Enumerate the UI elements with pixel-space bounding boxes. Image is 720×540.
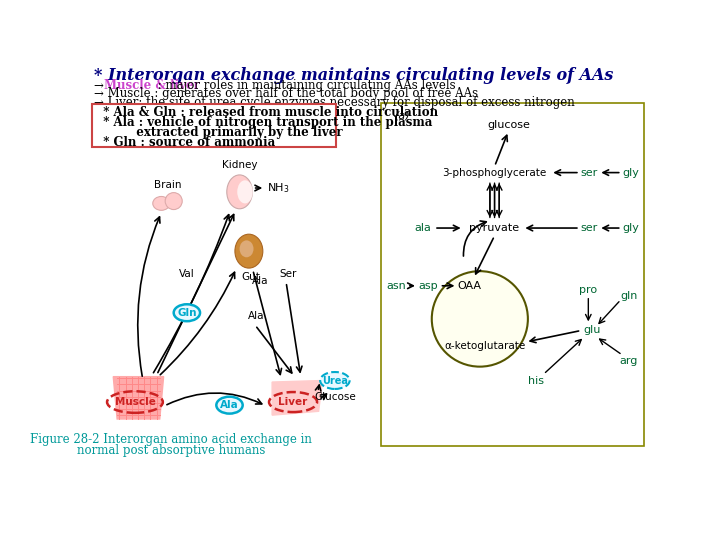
- Text: → Muscle : generates over half of the total body pool of free AAs: → Muscle : generates over half of the to…: [94, 87, 478, 100]
- Text: →: →: [94, 79, 107, 92]
- Text: asn: asn: [386, 281, 406, 291]
- Polygon shape: [113, 377, 163, 419]
- Text: Muscle: Muscle: [114, 397, 156, 407]
- Ellipse shape: [240, 240, 253, 257]
- Text: glucose: glucose: [487, 120, 530, 130]
- Text: Ala: Ala: [248, 311, 265, 321]
- Text: : major roles in maintaining circulating AAs levels: : major roles in maintaining circulating…: [154, 79, 456, 92]
- Text: glu: glu: [583, 326, 601, 335]
- Text: * Interorgan exchange maintains circulating levels of AAs: * Interorgan exchange maintains circulat…: [94, 67, 613, 84]
- Text: Glucose: Glucose: [314, 392, 356, 402]
- Text: Kidney: Kidney: [222, 159, 257, 170]
- Text: gly: gly: [623, 167, 639, 178]
- Text: Figure 28-2 Interorgan amino acid exchange in: Figure 28-2 Interorgan amino acid exchan…: [30, 433, 312, 446]
- Text: Val: Val: [179, 268, 194, 279]
- Text: asp: asp: [419, 281, 438, 291]
- Text: ala: ala: [415, 223, 432, 233]
- Text: Liver: Liver: [279, 397, 307, 407]
- Ellipse shape: [153, 197, 170, 211]
- Bar: [92, 104, 336, 147]
- Ellipse shape: [320, 372, 350, 389]
- Text: ser: ser: [580, 223, 598, 233]
- Polygon shape: [272, 381, 323, 415]
- Text: Muscle & liver: Muscle & liver: [104, 79, 200, 92]
- Text: his: his: [528, 375, 544, 386]
- Text: * Ala : vehicle of nitrogen transport in the plasma: * Ala : vehicle of nitrogen transport in…: [96, 117, 433, 130]
- Text: * Ala & Gln : released from muscle into circulation: * Ala & Gln : released from muscle into …: [96, 106, 438, 119]
- Text: gln: gln: [620, 291, 637, 301]
- Ellipse shape: [174, 304, 200, 321]
- Ellipse shape: [238, 180, 253, 204]
- Text: Brain: Brain: [154, 179, 181, 190]
- Text: pro: pro: [580, 285, 598, 295]
- Circle shape: [432, 271, 528, 367]
- Text: Urea: Urea: [322, 375, 348, 386]
- Bar: [381, 103, 644, 446]
- Text: → Liver: the site of urea cycle enzymes necessary for disposal of excess nitroge: → Liver: the site of urea cycle enzymes …: [94, 96, 575, 109]
- Ellipse shape: [216, 397, 243, 414]
- Text: Gut: Gut: [242, 272, 261, 282]
- Text: α-ketoglutarate: α-ketoglutarate: [445, 341, 526, 351]
- Text: Ser: Ser: [279, 268, 297, 279]
- Text: extracted primarily by the liver: extracted primarily by the liver: [96, 126, 343, 139]
- Text: OAA: OAA: [458, 281, 482, 291]
- Text: Gln: Gln: [177, 308, 197, 318]
- Text: 3-phosphoglycerate: 3-phosphoglycerate: [442, 167, 546, 178]
- Text: Ala: Ala: [220, 400, 239, 410]
- Text: arg: arg: [619, 356, 638, 366]
- Ellipse shape: [165, 193, 182, 210]
- Text: * Gln : source of ammonia: * Gln : source of ammonia: [96, 137, 276, 150]
- Text: (a): (a): [395, 111, 410, 121]
- Text: NH$_3$: NH$_3$: [266, 181, 289, 195]
- Text: normal post absorptive humans: normal post absorptive humans: [77, 444, 266, 457]
- Ellipse shape: [235, 234, 263, 268]
- Ellipse shape: [227, 175, 253, 209]
- Text: pyruvate: pyruvate: [469, 223, 520, 233]
- Text: ser: ser: [580, 167, 598, 178]
- Text: gly: gly: [623, 223, 639, 233]
- Text: Ala: Ala: [252, 276, 269, 286]
